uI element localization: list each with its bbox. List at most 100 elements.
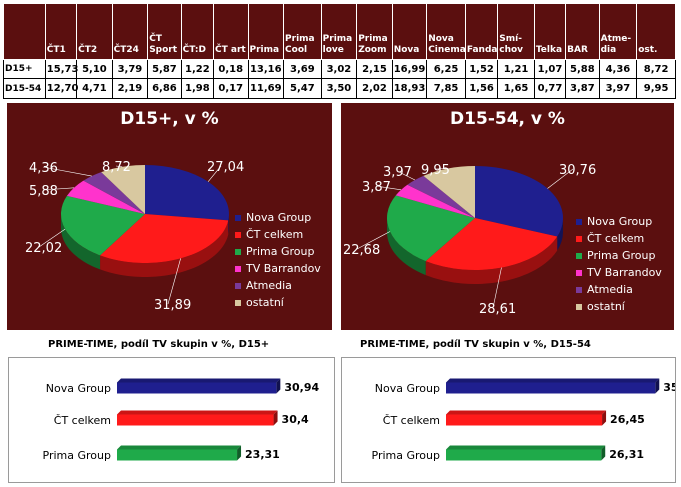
table-cell: 6,86 [147,78,182,99]
legend-item: Atmedia [576,281,662,298]
table-cell: 16,99 [391,58,428,80]
column-header: ČT24 [111,3,149,60]
table-cell: 1,52 [464,58,499,80]
pie-slice-atmedia [83,172,145,214]
bar-chart-title-d15plus: PRIME-TIME, podíl TV skupin v %, D15+ [48,339,270,350]
table-cell: 1,21 [497,58,535,80]
column-header: ost. [636,3,676,60]
legend-swatch [576,252,582,259]
pie-slice--t-celkem [425,218,558,270]
bar-top-face [446,445,606,450]
table-cell: 0,17 [213,78,249,99]
pie-leader-line [356,231,391,250]
table-cell: 3,87 [565,78,600,99]
bar-top-face [117,445,242,450]
table-cell: 4,36 [598,58,638,80]
bar-top-face [446,410,607,415]
pie-slice--t-celkem [100,214,229,263]
pie-value-label: 22,68 [343,243,381,258]
pie-slice-side [425,236,558,284]
bar-nova-group [446,382,656,394]
pie-leader-line [42,187,75,191]
legend-label: ČT celkem [587,232,645,245]
row-label: D15+ [3,58,46,80]
legend-swatch [576,303,582,310]
table-cell: 3,97 [598,78,638,99]
bar-category-label: ČT celkem [383,414,440,427]
pie-slice-side [100,220,229,277]
table-cell: 8,72 [636,58,676,80]
bar-chart-d15-54: Nova Group 35,47 ČT celkem 26,45 Prima Group… [341,357,681,483]
pie-slice-side [228,214,230,235]
pie-value-label: 30,76 [559,163,597,178]
table-cell: 5,87 [147,58,182,80]
bar-value-label: 26,45 [610,413,645,426]
table-cell: 3,69 [283,58,322,80]
pie-leader-line [492,267,502,309]
pie-slice-ostatn- [423,166,475,218]
pie-value-label: 8,72 [102,160,131,175]
table-row: D15+ 15,73 5,10 3,79 5,87 1,22 0,18 13,16 3,69 3,… [3,58,676,80]
column-header: Telka [533,3,567,60]
legend-label: ČT celkem [246,228,304,241]
legend-item: TV Barrandov [235,260,321,277]
legend-swatch [576,269,582,276]
pie-slice-prima-group [387,195,475,262]
pie-slice-nova-group [145,165,229,221]
pie-leader-line [167,258,181,305]
table-cell: 1,56 [464,78,499,99]
table-cell: 1,22 [180,58,215,80]
table-cell: 5,47 [283,78,322,99]
legend-swatch [235,214,241,221]
column-header: Prima Zoom [356,3,393,60]
bar-end-face [273,410,278,426]
legend-label: ostatní [587,300,625,313]
legend-swatch [235,265,241,272]
pie-value-label: 9,95 [421,163,450,178]
bar-category-label: Prima Group [372,449,440,462]
legend-swatch [576,286,582,293]
column-header: Nova Cinema [426,3,466,60]
pie-slice-side [60,214,101,270]
pie-value-label: 3,87 [362,180,391,195]
pie-leader-line [396,170,416,181]
pie-slice-nova-group [475,166,563,237]
pie-chart [356,166,574,309]
column-header: ČT2 [76,3,113,60]
legend-label: Prima Group [246,245,315,258]
table-cell: 12,70 [44,78,78,99]
table-cell: 7,85 [426,78,466,99]
bar-prima-group [446,449,602,461]
legend-swatch [235,231,241,238]
table-cell: 6,25 [426,58,466,80]
pie-slice-side [387,218,426,276]
pie-title: D15-54, v % [450,109,565,129]
column-header: Atme-dia [598,3,638,60]
column-header: Prima love [320,3,358,60]
table-cell: 0,77 [533,78,567,99]
pie-leader-line [38,228,66,248]
table-cell: 1,65 [497,78,535,99]
bar--t-celkem [117,414,274,426]
table-cell: 13,16 [247,58,285,80]
table-cell: 3,50 [320,78,358,99]
pie-value-label: 3,97 [383,165,412,180]
legend-label: TV Barrandov [246,262,321,275]
pie-value-label: 31,89 [154,298,192,313]
bar-category-label: Nova Group [46,382,111,395]
pie-legend: Nova Group ČT celkem Prima Group TV Barrand… [576,213,662,315]
bar-category-label: Prima Group [43,449,111,462]
legend-label: ostatní [246,296,284,309]
pie-value-label: 4,36 [29,161,58,176]
table-row: D15-54 12,70 4,71 2,19 6,86 1,98 0,17 11,69 5,47… [3,78,676,99]
pie-leader-line [547,168,574,189]
column-header: ČT:D [180,3,215,60]
table-cell: 4,71 [76,78,113,99]
bar-end-face [237,445,242,461]
bar-chart-d15plus: Nova Group 30,94 ČT celkem 30,4 Prima Group 2… [8,357,335,483]
table-cell: 0,18 [213,58,249,80]
bar-chart-svg: Nova Group 35,47 ČT celkem 26,45 Prima Group… [372,378,681,462]
legend-label: Nova Group [246,211,312,224]
column-header: ČT1 [44,3,78,60]
column-header: Prima [247,3,285,60]
